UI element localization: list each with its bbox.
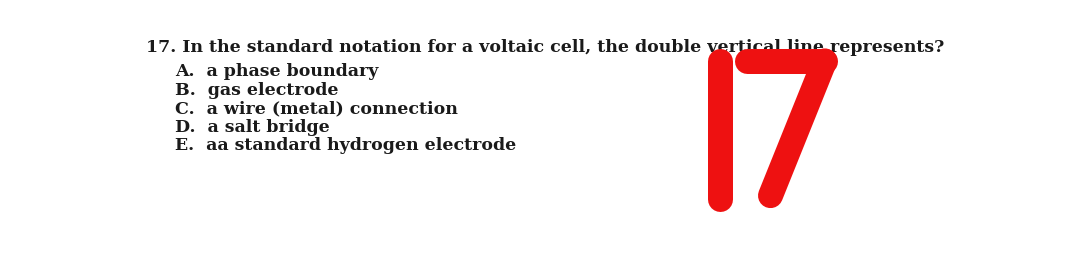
Text: 17. In the standard notation for a voltaic cell, the double vertical line repres: 17. In the standard notation for a volta…	[146, 39, 944, 56]
Text: D.  a salt bridge: D. a salt bridge	[175, 119, 330, 136]
Text: B.  gas electrode: B. gas electrode	[175, 82, 339, 99]
Text: C.  a wire (metal) connection: C. a wire (metal) connection	[175, 100, 458, 117]
Text: A.  a phase boundary: A. a phase boundary	[175, 63, 379, 80]
Text: E.  aa standard hydrogen electrode: E. aa standard hydrogen electrode	[175, 137, 516, 154]
